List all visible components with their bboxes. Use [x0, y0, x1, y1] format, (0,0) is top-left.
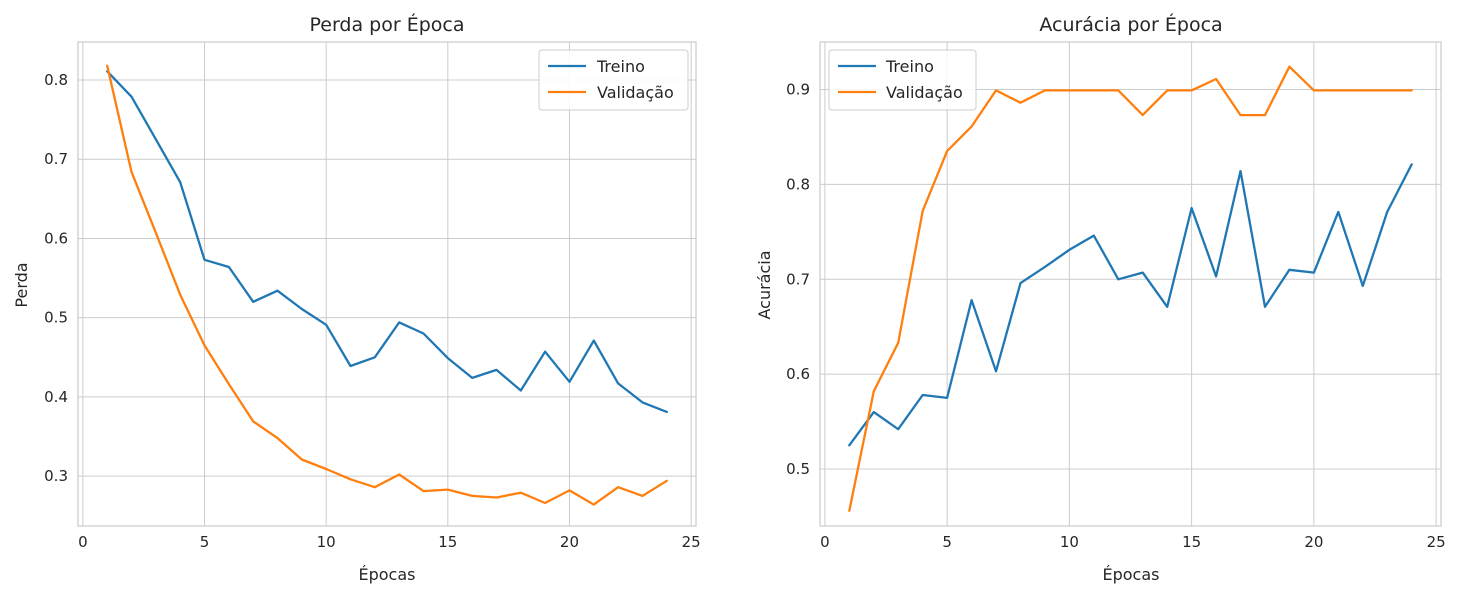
y-tick-label: 0.7	[44, 150, 68, 168]
legend-label-treino: Treino	[885, 57, 934, 76]
x-tick-label: 0	[820, 533, 830, 551]
y-tick-label: 0.6	[786, 365, 810, 383]
legend-label-treino: Treino	[596, 57, 645, 76]
y-tick-label: 0.8	[44, 71, 68, 89]
legend: Treino Validação	[828, 49, 977, 111]
chart-title: Acurácia por Época	[1039, 13, 1222, 36]
y-tick-label: 0.8	[786, 175, 810, 193]
series-line-validacao	[106, 64, 668, 506]
x-tick-label: 0	[78, 533, 88, 551]
x-tick-label: 25	[1427, 533, 1446, 551]
legend-label-validacao: Validação	[597, 83, 674, 102]
y-tick-label: 0.7	[786, 270, 810, 288]
series-line-treino	[848, 163, 1413, 447]
axes-frame	[77, 41, 697, 527]
x-tick-label: 10	[317, 533, 336, 551]
y-tick-label: 0.9	[786, 80, 810, 98]
x-tick-label: 15	[1182, 533, 1201, 551]
x-axis-label: Épocas	[359, 565, 416, 584]
axes-frame	[819, 41, 1442, 527]
x-tick-label: 15	[438, 533, 457, 551]
x-tick-label: 5	[200, 533, 210, 551]
y-axis-label: Acurácia	[755, 250, 774, 319]
y-tick-label: 0.5	[44, 309, 68, 327]
x-tick-label: 5	[942, 533, 952, 551]
accuracy-chart-panel: Acurácia por Época Épocas Acurácia 0 5 10 1…	[755, 13, 1446, 584]
plot-area: 0 5 10 15 20 25 0.3 0.4 0.5 0.6 0.7 0.8	[44, 41, 701, 551]
series-line-validacao	[848, 65, 1413, 512]
y-tick-label: 0.5	[786, 460, 810, 478]
series-line-treino	[106, 70, 668, 414]
x-tick-label: 20	[1304, 533, 1323, 551]
x-tick-label: 10	[1060, 533, 1079, 551]
y-tick-label: 0.4	[44, 388, 68, 406]
plot-area: 0 5 10 15 20 25 0.5 0.6 0.7 0.8 0.9	[786, 41, 1446, 551]
legend: Treino Validação	[538, 49, 689, 111]
y-axis-label: Perda	[12, 262, 31, 307]
x-tick-label: 25	[682, 533, 701, 551]
chart-title: Perda por Época	[309, 13, 464, 36]
y-tick-label: 0.6	[44, 229, 68, 247]
legend-label-validacao: Validação	[886, 83, 963, 102]
x-axis-label: Épocas	[1103, 565, 1160, 584]
loss-chart-panel: Perda por Época Épocas Perda 0 5 10 15 20 250…	[12, 13, 701, 584]
x-tick-label: 20	[560, 533, 579, 551]
y-tick-label: 0.3	[44, 467, 68, 485]
